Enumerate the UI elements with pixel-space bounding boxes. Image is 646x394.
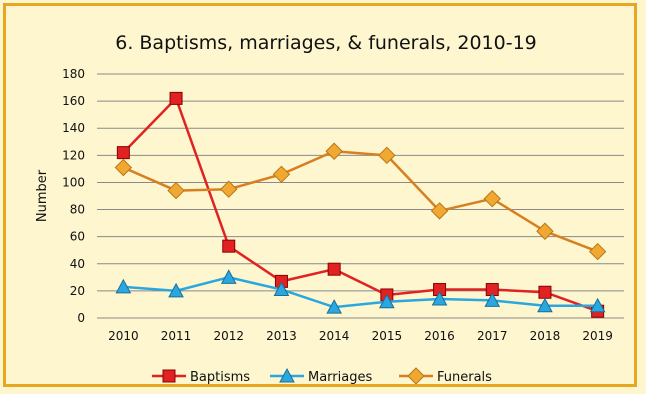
x-tick-label: 2016 xyxy=(424,329,455,343)
data-point-funerals xyxy=(220,180,238,198)
legend-item-funerals: Funerals xyxy=(399,367,492,385)
legend-marker xyxy=(162,369,176,383)
x-tick-label: 2013 xyxy=(266,329,297,343)
y-tick-label: 40 xyxy=(70,257,85,271)
data-point-funerals xyxy=(430,202,449,220)
x-tick-label: 2014 xyxy=(319,329,350,343)
data-point-funerals xyxy=(272,165,291,184)
data-point-funerals xyxy=(167,181,185,200)
x-tick-label: 2017 xyxy=(477,329,508,343)
data-point-marriages xyxy=(589,297,606,313)
y-axis-ticks: 0 20 40 60 80 100 120 140 160 180 xyxy=(62,67,85,325)
x-axis-ticks: 2010 2011 2012 2013 2014 2015 2016 2017 2018 2019 xyxy=(108,329,613,343)
legend-item-marriages: Marriages xyxy=(270,367,372,385)
y-tick-label: 0 xyxy=(77,311,85,325)
series-marriages xyxy=(115,269,606,314)
series-layer xyxy=(114,91,607,318)
data-point-marriages xyxy=(431,290,448,306)
chart-frame xyxy=(3,3,637,387)
data-point-marriages xyxy=(484,292,501,307)
legend: Baptisms Marriages Funerals xyxy=(152,367,492,385)
x-tick-label: 2019 xyxy=(582,329,613,343)
y-tick-label: 160 xyxy=(62,94,85,108)
legend-marker xyxy=(279,367,295,383)
legend-label: Funerals xyxy=(437,370,492,385)
legend-label: Marriages xyxy=(308,370,372,385)
y-tick-label: 120 xyxy=(62,148,85,162)
data-point-marriages xyxy=(273,281,290,297)
legend-marker xyxy=(407,367,425,385)
data-point-marriages xyxy=(168,282,184,298)
data-point-baptisms xyxy=(222,239,236,253)
legend-item-baptisms: Baptisms xyxy=(152,369,250,385)
series-baptisms xyxy=(116,91,605,318)
data-point-funerals xyxy=(536,222,554,240)
data-point-baptisms xyxy=(169,91,183,105)
data-point-funerals xyxy=(483,190,501,208)
data-point-baptisms xyxy=(327,262,341,276)
y-axis-label: Number xyxy=(35,169,50,222)
data-point-funerals xyxy=(325,142,343,160)
y-tick-label: 100 xyxy=(62,175,85,189)
data-point-marriages xyxy=(115,278,132,294)
data-point-marriages xyxy=(537,297,553,313)
legend-label: Baptisms xyxy=(190,370,250,385)
y-tick-label: 140 xyxy=(62,121,85,135)
series-funerals xyxy=(114,142,607,261)
data-point-marriages xyxy=(220,269,237,284)
x-tick-label: 2018 xyxy=(530,329,561,343)
x-tick-label: 2012 xyxy=(213,329,244,343)
y-tick-label: 20 xyxy=(70,284,85,298)
y-tick-label: 60 xyxy=(70,230,85,244)
data-point-marriages xyxy=(326,299,342,314)
data-point-marriages xyxy=(379,293,395,309)
x-tick-label: 2011 xyxy=(161,329,192,343)
data-point-funerals xyxy=(114,158,133,177)
data-point-funerals xyxy=(588,242,607,261)
x-tick-label: 2015 xyxy=(372,329,403,343)
series-line-baptisms xyxy=(122,96,599,313)
y-tick-label: 180 xyxy=(62,67,85,81)
x-tick-label: 2010 xyxy=(108,329,139,343)
data-point-baptisms xyxy=(538,285,552,299)
data-point-baptisms xyxy=(116,146,130,160)
series-line-funerals xyxy=(122,149,599,253)
grid-lines xyxy=(97,73,624,319)
y-tick-label: 80 xyxy=(70,203,85,217)
data-point-funerals xyxy=(378,146,396,165)
series-line-marriages xyxy=(123,276,598,309)
chart-title: 6. Baptisms, marriages, & funerals, 2010… xyxy=(115,32,537,54)
